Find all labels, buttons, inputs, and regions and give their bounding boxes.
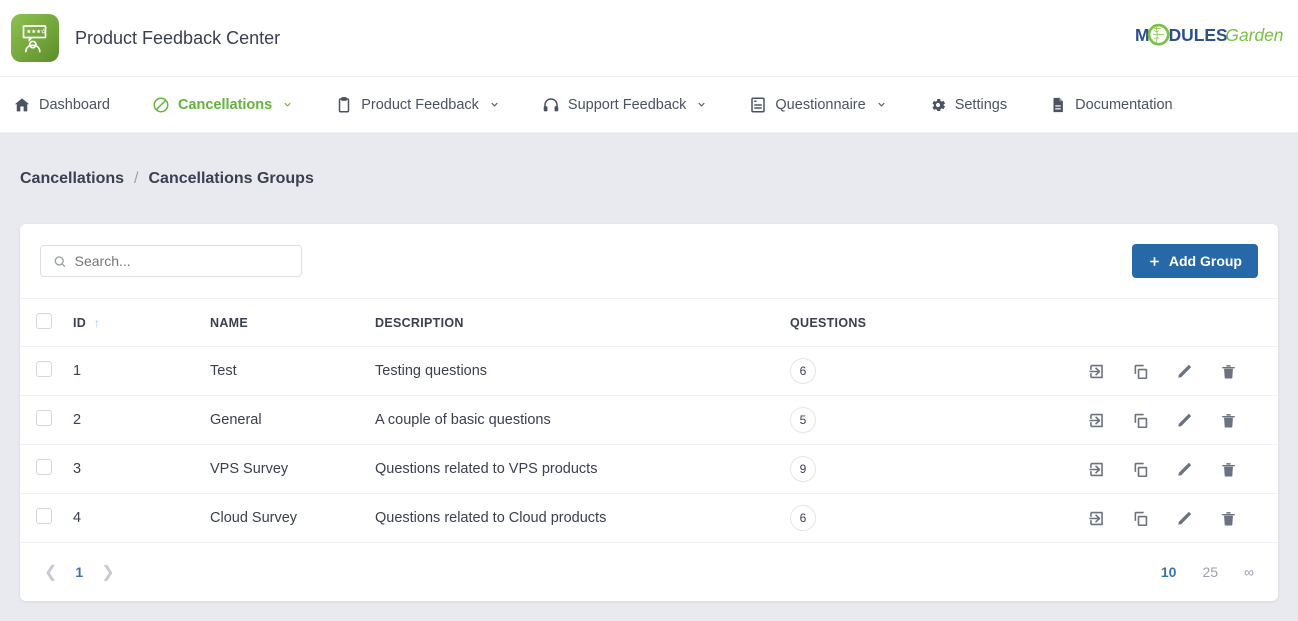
svg-text:M: M: [1135, 25, 1150, 45]
svg-text:Garden: Garden: [1225, 25, 1283, 45]
svg-text:DULES: DULES: [1169, 25, 1228, 45]
